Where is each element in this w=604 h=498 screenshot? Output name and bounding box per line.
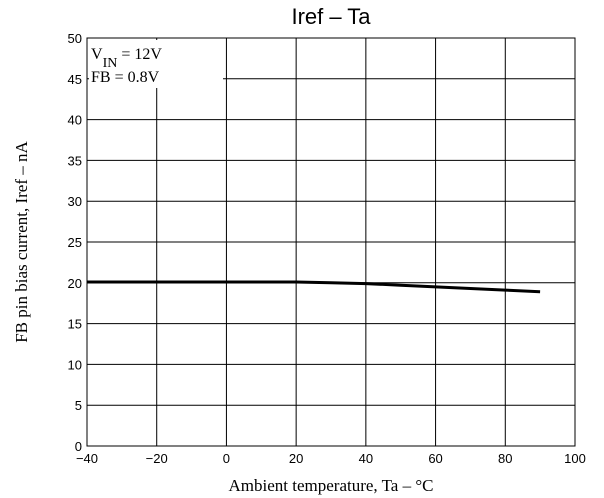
y-tick-label: 40 <box>68 113 82 128</box>
x-axis-label: Ambient temperature, Ta – °C <box>229 476 434 495</box>
y-tick-label: 30 <box>68 194 82 209</box>
plot-area <box>86 37 576 447</box>
annotation-fb: FB = 0.8V <box>91 69 160 86</box>
x-tick-label: −40 <box>76 451 98 466</box>
y-tick-label: 35 <box>68 153 82 168</box>
y-tick-labels: 0 5 10 15 20 25 30 35 40 45 50 <box>68 31 82 454</box>
y-tick-label: 15 <box>68 317 82 332</box>
x-tick-label: 40 <box>359 451 373 466</box>
chart-title: Iref – Ta <box>291 4 371 29</box>
series-line <box>87 280 541 294</box>
annotation-box <box>89 40 223 88</box>
y-tick-label: 20 <box>68 276 82 291</box>
x-tick-label: 20 <box>289 451 303 466</box>
y-tick-label: 50 <box>68 31 82 46</box>
grid <box>86 37 576 447</box>
y-tick-label: 10 <box>68 357 82 372</box>
x-tick-label: 80 <box>498 451 512 466</box>
y-tick-label: 0 <box>75 439 82 454</box>
x-tick-label: −20 <box>146 451 168 466</box>
x-tick-label: 100 <box>564 451 586 466</box>
annotation-vin: VIN = 12V <box>91 46 162 71</box>
annotation-vin-rest: = 12V <box>117 46 162 63</box>
x-tick-label: 0 <box>223 451 230 466</box>
y-tick-label: 25 <box>68 235 82 250</box>
x-tick-labels: −40 −20 0 20 40 60 80 100 <box>76 451 586 466</box>
y-tick-label: 45 <box>68 72 82 87</box>
y-axis-label: FB pin bias current, Iref – nA <box>12 140 31 342</box>
x-tick-label: 60 <box>428 451 442 466</box>
annotation-vin-sub: IN <box>103 56 118 71</box>
annotation-vin-main: V <box>91 46 103 63</box>
y-tick-label: 5 <box>75 398 82 413</box>
